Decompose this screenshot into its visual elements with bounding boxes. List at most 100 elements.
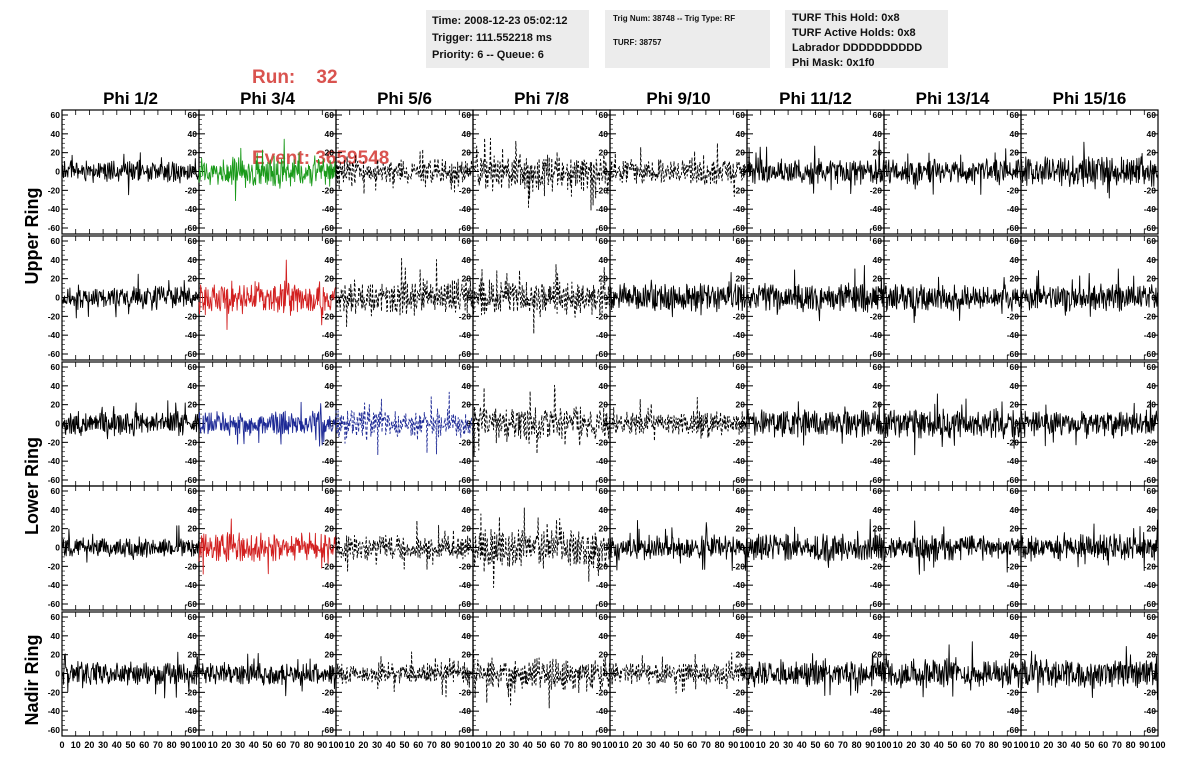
y-tick-label: 0 xyxy=(1151,669,1156,679)
y-tick-label: -20 xyxy=(870,561,883,571)
x-tick-label: 80 xyxy=(304,740,314,750)
waveform-trace xyxy=(746,653,885,696)
y-tick-label: 20 xyxy=(1010,148,1020,158)
y-tick-label: -20 xyxy=(322,687,335,697)
y-tick-label: 0 xyxy=(192,543,197,553)
x-tick-label: 70 xyxy=(838,740,848,750)
y-tick-label: 60 xyxy=(873,486,883,496)
y-tick-label: -40 xyxy=(1144,204,1157,214)
y-tick-label: -40 xyxy=(870,330,883,340)
y-tick-label: -60 xyxy=(48,349,61,359)
y-tick-label: 40 xyxy=(325,505,335,515)
waveform-trace xyxy=(883,520,1022,575)
y-tick-label: -40 xyxy=(322,580,335,590)
y-tick-label: 40 xyxy=(1147,505,1157,515)
y-tick-label: -60 xyxy=(48,725,61,735)
y-tick-label: 20 xyxy=(462,274,472,284)
trig-num-text: Trig Num: 38748 -- Trig Type: RF xyxy=(613,14,736,23)
waveform-trace xyxy=(61,273,200,319)
y-tick-label: 40 xyxy=(188,505,198,515)
event-value: 3659548 xyxy=(315,148,390,169)
y-tick-label: -20 xyxy=(48,561,61,571)
y-tick-label: 0 xyxy=(603,293,608,303)
x-tick-label: 20 xyxy=(358,740,368,750)
y-tick-label: 40 xyxy=(1010,631,1020,641)
y-tick-label: 40 xyxy=(599,255,609,265)
y-tick-label: -60 xyxy=(1144,349,1157,359)
y-tick-label: -40 xyxy=(185,580,198,590)
y-tick-label: -60 xyxy=(1144,725,1157,735)
y-tick-label: 60 xyxy=(51,486,61,496)
column-header: Phi 15/16 xyxy=(1053,89,1127,108)
y-tick-label: 20 xyxy=(325,524,335,534)
y-tick-label: -60 xyxy=(322,349,335,359)
waveform-trace xyxy=(198,653,337,697)
y-tick-label: 20 xyxy=(462,650,472,660)
waveform-trace xyxy=(61,152,200,196)
y-tick-label: 60 xyxy=(873,110,883,120)
x-tick-label: 60 xyxy=(1098,740,1108,750)
y-tick-label: -20 xyxy=(1144,311,1157,321)
y-tick-label: 60 xyxy=(51,612,61,622)
x-tick-label: 50 xyxy=(673,740,683,750)
x-tick-label: 40 xyxy=(660,740,670,750)
y-tick-label: 0 xyxy=(740,167,745,177)
y-tick-label: 20 xyxy=(599,400,609,410)
x-tick-label: 80 xyxy=(441,740,451,750)
y-tick-label: 60 xyxy=(462,612,472,622)
x-tick-label: 20 xyxy=(84,740,94,750)
y-tick-label: -40 xyxy=(733,204,746,214)
x-tick-label: 70 xyxy=(701,740,711,750)
x-tick-label: 20 xyxy=(221,740,231,750)
y-tick-label: -60 xyxy=(733,599,746,609)
x-tick-label: 70 xyxy=(975,740,985,750)
y-tick-label: 20 xyxy=(1010,400,1020,410)
waveform-trace xyxy=(746,401,885,446)
y-tick-label: -60 xyxy=(48,475,61,485)
x-tick-label: 90 xyxy=(865,740,875,750)
y-tick-label: 60 xyxy=(1010,236,1020,246)
y-tick-label: 60 xyxy=(462,486,472,496)
x-tick-label: 90 xyxy=(591,740,601,750)
row-label: Lower Ring xyxy=(22,437,42,535)
y-tick-label: 0 xyxy=(877,543,882,553)
x-tick-label: 40 xyxy=(934,740,944,750)
y-tick-label: 60 xyxy=(1010,362,1020,372)
x-tick-label: 100 xyxy=(191,740,206,750)
run-label: Run: xyxy=(252,67,296,88)
y-tick-label: -20 xyxy=(870,185,883,195)
y-tick-label: 40 xyxy=(51,631,61,641)
y-tick-label: 60 xyxy=(599,362,609,372)
waveform-trace xyxy=(198,518,337,575)
y-tick-label: 20 xyxy=(1147,148,1157,158)
x-tick-label: 90 xyxy=(728,740,738,750)
y-tick-label: -60 xyxy=(870,475,883,485)
y-tick-label: 40 xyxy=(51,505,61,515)
y-tick-label: -60 xyxy=(185,475,198,485)
x-tick-label: 20 xyxy=(769,740,779,750)
y-tick-label: 60 xyxy=(51,236,61,246)
y-tick-label: -60 xyxy=(1144,223,1157,233)
labrador-text: Labrador DDDDDDDDDD xyxy=(792,42,923,54)
y-tick-label: -60 xyxy=(185,223,198,233)
y-tick-label: 40 xyxy=(462,129,472,139)
y-tick-label: 20 xyxy=(1010,524,1020,534)
y-tick-label: -20 xyxy=(459,185,472,195)
y-tick-label: 0 xyxy=(466,293,471,303)
x-tick-label: 30 xyxy=(920,740,930,750)
y-tick-label: 40 xyxy=(462,381,472,391)
turf-hold-text: TURF This Hold: 0x8 xyxy=(792,12,900,24)
y-tick-label: 20 xyxy=(51,650,61,660)
waveform-trace xyxy=(1020,645,1159,701)
y-tick-label: -40 xyxy=(185,456,198,466)
event-label: Event: xyxy=(252,148,311,169)
